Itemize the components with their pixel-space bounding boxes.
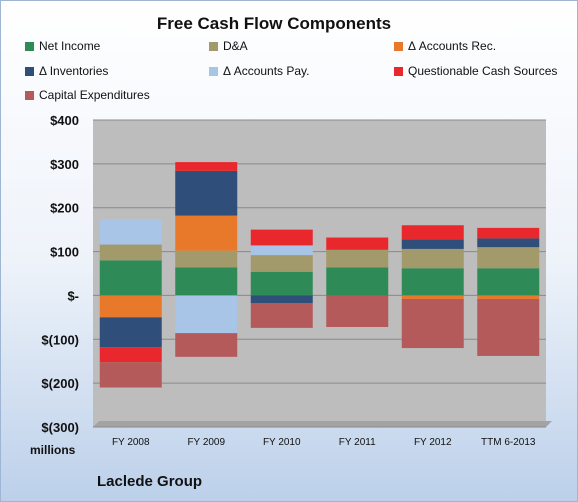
- company-name: Laclede Group: [97, 473, 203, 490]
- legend-label: D&A: [223, 39, 248, 53]
- bar-segment: [401, 298, 464, 349]
- bar-segment: [175, 170, 238, 216]
- bar-segment: [175, 215, 238, 251]
- bar-segment: [99, 244, 162, 261]
- x-tick-label: FY 2008: [112, 437, 150, 448]
- legend-da: D&A: [209, 39, 248, 53]
- bar-segment: [99, 295, 162, 318]
- bar-segment: [250, 271, 313, 296]
- legend-swatch: [25, 42, 34, 51]
- legend-swatch: [209, 67, 218, 76]
- bar-segment: [99, 219, 162, 245]
- x-tick-label: FY 2012: [414, 437, 452, 448]
- bar-segment: [401, 248, 464, 269]
- bar-segment: [477, 227, 540, 239]
- y-tick-label: $200: [50, 201, 79, 216]
- bar-segment: [401, 295, 464, 299]
- bar-segment: [477, 238, 540, 248]
- legend-accounts-pay: Δ Accounts Pay.: [209, 64, 310, 78]
- bar-segment: [175, 267, 238, 296]
- bar-segment: [250, 255, 313, 272]
- bar-segment: [477, 247, 540, 269]
- legend-label: Net Income: [39, 39, 101, 53]
- bar-segment: [326, 237, 389, 250]
- bar-segment: [175, 162, 238, 171]
- bar-segment: [477, 268, 540, 296]
- y-tick-label: $(200): [41, 376, 79, 391]
- y-tick-label: $400: [50, 113, 79, 128]
- legend-swatch: [25, 67, 34, 76]
- legend-inventories: Δ Inventories: [25, 64, 108, 78]
- bar-segment: [401, 239, 464, 249]
- x-tick-label: TTM 6-2013: [481, 437, 536, 448]
- legend-swatch: [394, 42, 403, 51]
- x-tick-label: FY 2011: [339, 437, 376, 448]
- bar-segment: [99, 362, 162, 388]
- legend-label: Questionable Cash Sources: [408, 64, 558, 78]
- y-tick-label: $(100): [41, 332, 79, 347]
- legend-label: Δ Inventories: [39, 64, 109, 78]
- y-tick-label: $100: [50, 245, 79, 260]
- legend-swatch: [25, 91, 34, 100]
- plot-floor: [93, 421, 552, 427]
- y-axis-label: millions: [30, 443, 76, 457]
- legend-accounts-rec: Δ Accounts Rec.: [394, 39, 496, 53]
- legend-label: Δ Accounts Pay.: [223, 64, 310, 78]
- bar-segment: [401, 268, 464, 296]
- legend-swatch: [394, 67, 403, 76]
- legend-capex: Capital Expenditures: [25, 88, 150, 102]
- legend-net-income: Net Income: [25, 39, 100, 53]
- bar-segment: [250, 245, 313, 256]
- y-tick-label: $300: [50, 157, 79, 172]
- bar-segment: [326, 267, 389, 296]
- bar-segment: [99, 260, 162, 296]
- bar-segment: [326, 295, 389, 328]
- bar-segment: [99, 347, 162, 363]
- bar-segment: [250, 303, 313, 328]
- bar-segment: [250, 229, 313, 246]
- y-tick-label: $-: [67, 288, 79, 303]
- chart-title: Free Cash Flow Components: [156, 14, 392, 33]
- bar-segment: [477, 298, 540, 356]
- plot-area: [93, 120, 546, 427]
- legend-label: Capital Expenditures: [39, 88, 150, 102]
- x-tick-label: FY 2009: [187, 437, 225, 448]
- bar-segment: [175, 250, 238, 268]
- bar-segment: [477, 295, 540, 299]
- x-tick-label: FY 2010: [263, 437, 301, 448]
- bar-segment: [99, 317, 162, 348]
- bar-segment: [401, 225, 464, 240]
- legend-swatch: [209, 42, 218, 51]
- bar-segment: [250, 295, 313, 304]
- bar-segment: [175, 295, 238, 334]
- bar-segment: [175, 333, 238, 357]
- bar-segment: [326, 249, 389, 268]
- y-tick-label: $(300): [41, 420, 79, 435]
- legend-label: Δ Accounts Rec.: [408, 39, 497, 53]
- legend-questionable-cash: Questionable Cash Sources: [394, 64, 557, 78]
